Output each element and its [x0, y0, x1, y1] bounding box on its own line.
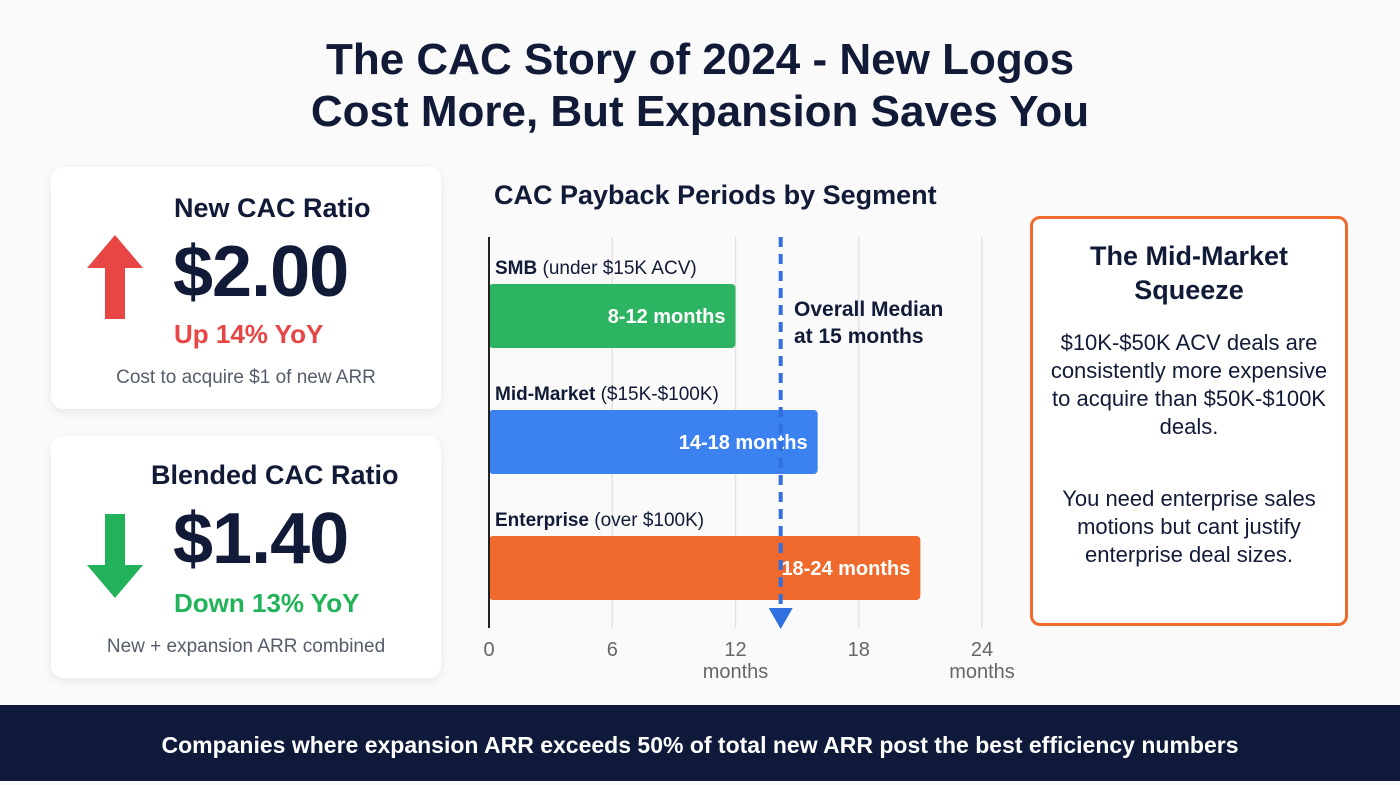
median-label: Overall Median: [794, 298, 943, 321]
bar-smb: [489, 284, 736, 348]
mid-market-callout: The Mid-Market Squeeze $10K-$50K ACV dea…: [1030, 216, 1348, 626]
bar-category-label: Enterprise (over $100K): [495, 510, 704, 531]
chart-title: CAC Payback Periods by Segment: [494, 180, 937, 210]
x-tick-label: 24: [971, 639, 993, 661]
card-change: Down 13% YoY: [174, 588, 360, 618]
new-cac-card: New CAC Ratio $2.00 Up 14% YoY Cost to a…: [51, 167, 441, 409]
median-arrow-icon: [768, 608, 793, 629]
bar-data-label: 14-18 months: [679, 432, 808, 454]
callout-paragraph: $10K-$50K ACV deals are consistently mor…: [1050, 330, 1328, 439]
bar-category-label: Mid-Market ($15K-$100K): [495, 384, 719, 405]
card-value: $1.40: [173, 499, 349, 579]
bar-category-label: SMB (under $15K ACV): [495, 258, 697, 279]
card-subtitle: Cost to acquire $1 of new ARR: [116, 367, 376, 388]
x-tick-unit: months: [703, 661, 769, 683]
x-tick-label: 6: [607, 639, 618, 661]
median-label: at 15 months: [794, 325, 924, 348]
footer-banner: Companies where expansion ARR exceeds 50…: [0, 705, 1400, 781]
card-label: New CAC Ratio: [174, 193, 371, 223]
x-tick-label: 12: [724, 639, 746, 661]
bar-data-label: 8-12 months: [608, 306, 726, 328]
callout-paragraph: You need enterprise sales motions but ca…: [1062, 486, 1316, 567]
bar-data-label: 18-24 months: [781, 558, 910, 580]
card-subtitle: New + expansion ARR combined: [106, 636, 386, 657]
title-line-1: The CAC Story of 2024 - New Logos: [325, 35, 1075, 84]
x-tick-label: 18: [848, 639, 870, 661]
bar-enterprise: [489, 536, 921, 600]
card-label: Blended CAC Ratio: [151, 460, 399, 490]
callout-title: The Mid-Market Squeeze: [1089, 241, 1289, 305]
card-change: Up 14% YoY: [174, 319, 324, 349]
x-tick-unit: months: [949, 661, 1015, 683]
blended-cac-card: Blended CAC Ratio $1.40 Down 13% YoY New…: [51, 436, 441, 678]
card-value: $2.00: [173, 232, 349, 312]
arrow-down-icon: [87, 514, 143, 598]
title-line-2: Cost More, But Expansion Saves You: [310, 87, 1090, 136]
bar-mid-market: [489, 410, 818, 474]
page-title: The CAC Story of 2024 - New Logos Cost M…: [0, 34, 1400, 138]
x-tick-label: 0: [483, 639, 494, 661]
arrow-up-icon: [87, 235, 143, 319]
